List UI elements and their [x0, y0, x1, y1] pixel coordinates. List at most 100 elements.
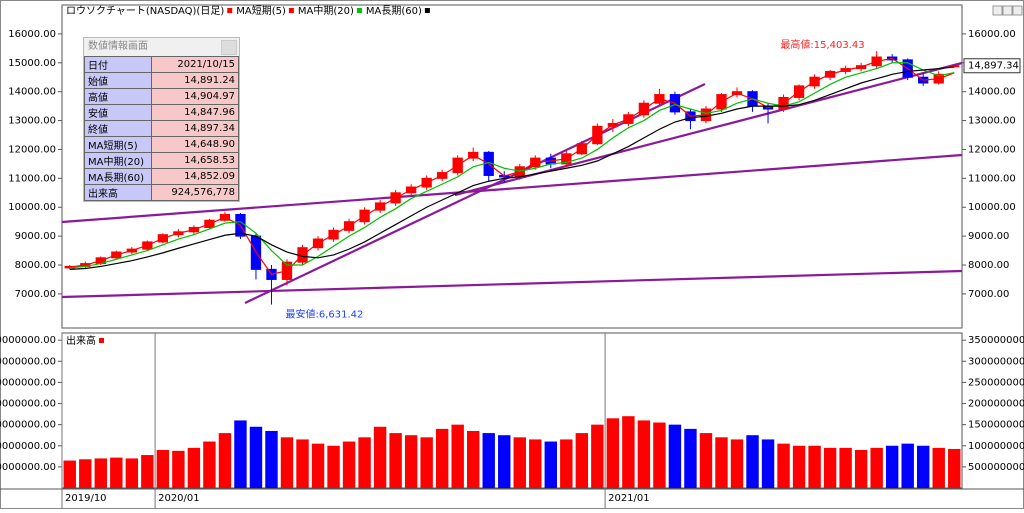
- info-row: 終値 14,897.34: [84, 120, 239, 137]
- y-tick-label: 15000.00: [8, 58, 56, 69]
- volume-bar: [777, 443, 790, 488]
- volume-bar: [839, 447, 852, 488]
- volume-bar: [342, 441, 356, 488]
- y-tick-label: 2000000000: [968, 399, 1024, 410]
- y-tick-label: 11000.00: [8, 173, 56, 184]
- info-key: 日付: [84, 56, 152, 73]
- volume-bar: [358, 437, 371, 488]
- info-key: 安値: [84, 104, 152, 121]
- y-tick-label: 8000.00: [968, 260, 1009, 271]
- button[interactable]: [1002, 5, 1013, 16]
- x-tick-label: 2020/01: [158, 493, 200, 504]
- legend-swatch: [288, 8, 294, 13]
- volume-bar: [932, 447, 945, 488]
- volume-bar: [156, 449, 170, 488]
- volume-bar: [296, 439, 309, 488]
- info-key: 終値: [84, 120, 152, 137]
- legend-swatch: [227, 8, 233, 13]
- window-buttons[interactable]: [992, 5, 1023, 16]
- y-tick-label: 3000000000: [968, 356, 1024, 367]
- volume-bar: [730, 439, 744, 488]
- y-tick-label: 11000.00: [968, 173, 1016, 184]
- info-panel[interactable]: 数値情報画面 日付 2021/10/15 始値 14,891.24 高値 14,904.9…: [83, 37, 240, 202]
- volume-bar: [63, 460, 76, 488]
- volume-bar: [513, 437, 526, 488]
- y-tick-label: 3000000000.00: [0, 356, 56, 367]
- y-tick-label: 1500000000: [968, 420, 1024, 431]
- volume-bar: [265, 430, 278, 488]
- info-value: 14,891.24: [151, 72, 239, 89]
- ma-line: [69, 57, 955, 275]
- y-tick-label: 500000000: [968, 462, 1024, 473]
- y-tick-label: 16000.00: [968, 29, 1016, 40]
- last-price: 14,897.34: [968, 61, 1019, 72]
- legend-label: MA中期(20): [298, 4, 354, 17]
- y-tick-label: 13000.00: [8, 116, 56, 127]
- y-tick-label: 1500000000.00: [0, 420, 56, 431]
- volume-bar: [327, 445, 340, 488]
- volume-bar: [420, 437, 433, 488]
- info-row: 出来高 924,576,778: [84, 184, 239, 201]
- info-table: 日付 2021/10/15 始値 14,891.24 高値 14,904.97 安値 14,8…: [84, 56, 239, 201]
- candle-body: [949, 65, 960, 68]
- info-value: 2021/10/15: [151, 56, 239, 73]
- info-title: 数値情報画面: [84, 38, 239, 56]
- volume-bar: [389, 433, 402, 488]
- volume-bar: [451, 424, 464, 488]
- legend-label: MA短期(5): [236, 4, 286, 17]
- volume-bar: [746, 435, 759, 488]
- info-value: 14,658.53: [151, 152, 239, 169]
- y-tick-label: 1000000000.00: [0, 441, 56, 452]
- volume-bar: [668, 424, 682, 488]
- y-tick-label: 13000.00: [968, 116, 1016, 127]
- info-key: MA中期(20): [84, 152, 152, 169]
- info-value: 14,904.97: [151, 88, 239, 105]
- button[interactable]: [1012, 5, 1023, 16]
- close-button[interactable]: [221, 40, 237, 55]
- volume-bar: [699, 433, 713, 488]
- volume-bar: [141, 455, 154, 488]
- info-row: 安値 14,847.96: [84, 104, 239, 121]
- volume-bar: [823, 447, 837, 488]
- volume-bar: [529, 439, 542, 488]
- info-row: 高値 14,904.97: [84, 88, 239, 105]
- info-key: MA短期(5): [84, 136, 152, 153]
- info-title-text: 数値情報画面: [88, 41, 148, 52]
- volume-bar: [917, 445, 930, 488]
- info-value: 14,648.90: [151, 136, 239, 153]
- volume-bar: [373, 426, 387, 488]
- volume-bar: [110, 457, 123, 488]
- legend-swatch: [356, 8, 362, 13]
- y-tick-label: 8000.00: [15, 260, 56, 271]
- volume-title: 出来高: [66, 334, 96, 347]
- volume-bar: [125, 458, 139, 488]
- info-value: 14,847.96: [151, 104, 239, 121]
- volume-bar: [948, 448, 961, 488]
- low-annotation: 最安値:6,631.42: [285, 308, 363, 321]
- x-tick-label: 2021/01: [608, 493, 650, 504]
- info-key: 出来高: [84, 184, 152, 201]
- legend-swatch: [99, 338, 104, 343]
- y-tick-label: 7000.00: [968, 289, 1009, 300]
- volume-bar: [172, 450, 185, 488]
- legend-swatch: [424, 8, 430, 13]
- volume-bar: [792, 445, 806, 488]
- volume-bar: [637, 420, 651, 488]
- info-value: 14,897.34: [151, 120, 239, 137]
- volume-bar: [606, 418, 620, 488]
- info-value: 14,852.09: [151, 168, 239, 185]
- y-tick-label: 2500000000: [968, 377, 1024, 388]
- volume-bars: [63, 416, 961, 488]
- y-tick-label: 10000.00: [8, 202, 56, 213]
- volume-bar: [404, 435, 418, 488]
- volume-bar: [854, 449, 868, 488]
- volume-bar: [187, 447, 201, 488]
- button[interactable]: [992, 5, 1003, 16]
- volume-bar: [482, 433, 495, 488]
- volume-bar: [808, 445, 821, 488]
- info-row: 日付 2021/10/15: [84, 56, 239, 73]
- volume-bar: [203, 441, 216, 488]
